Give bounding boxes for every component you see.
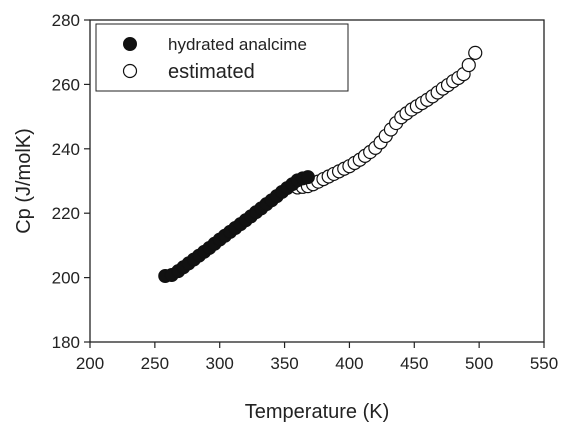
legend-marker-estimated xyxy=(122,63,138,79)
data-point-estimated xyxy=(468,45,483,60)
legend-label-estimated: estimated xyxy=(168,61,255,83)
x-tick-label: 250 xyxy=(141,354,169,373)
data-point-estimated xyxy=(461,57,476,73)
x-tick-label: 300 xyxy=(206,354,234,373)
x-tick-label: 200 xyxy=(76,354,104,373)
x-tick-label: 500 xyxy=(465,354,493,373)
y-tick-label: 200 xyxy=(52,269,80,288)
y-axis-ticks: 180 200 220 240 260 280 xyxy=(52,11,90,352)
legend-box xyxy=(95,23,349,92)
y-tick-label: 280 xyxy=(52,11,80,30)
x-tick-label: 550 xyxy=(530,354,558,373)
x-axis-title: Temperature (K) xyxy=(245,401,390,423)
legend: hydrated analcime estimated xyxy=(95,23,349,92)
plot-frame xyxy=(89,19,545,343)
y-tick-label: 260 xyxy=(52,75,80,94)
data-points xyxy=(158,45,483,283)
y-tick-label: 180 xyxy=(52,333,80,352)
x-axis-ticks: 200 250 300 350 400 450 500 550 xyxy=(76,342,558,373)
y-tick-label: 220 xyxy=(52,204,80,223)
x-tick-label: 350 xyxy=(270,354,298,373)
legend-label-hydrated-analcime: hydrated analcime xyxy=(168,35,307,54)
x-tick-label: 400 xyxy=(335,354,363,373)
data-point-hydrated-analcime xyxy=(300,170,315,185)
legend-marker-hydrated-analcime xyxy=(123,37,137,51)
y-tick-label: 240 xyxy=(52,140,80,159)
x-tick-label: 450 xyxy=(400,354,428,373)
y-axis-title: Cp (J/molK) xyxy=(13,128,35,234)
